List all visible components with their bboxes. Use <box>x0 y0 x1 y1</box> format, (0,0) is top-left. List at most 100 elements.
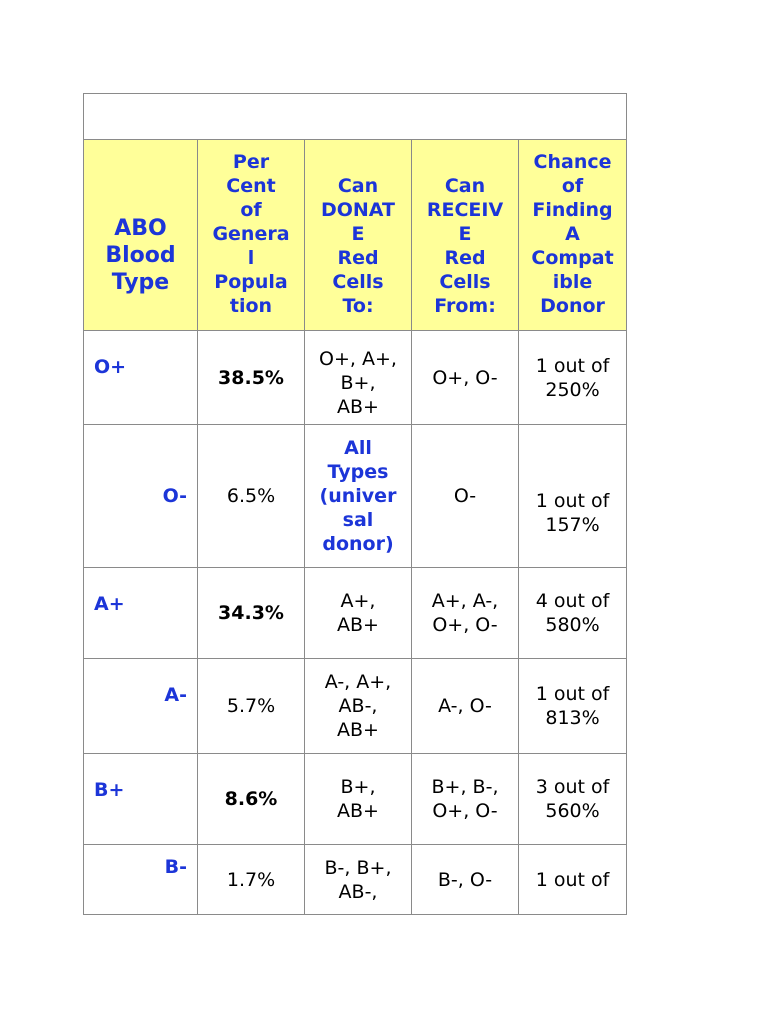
table-blank-cell <box>82 93 628 140</box>
header-line: ible <box>552 271 593 293</box>
table-row: B- 1.7% B-, B+, AB-, B-, O- 1 out of <box>83 844 628 915</box>
receive-cell: A+, A-, O+, O- <box>411 567 519 659</box>
header-line: ABO <box>114 215 167 241</box>
cell-line: AB-, <box>338 695 378 717</box>
donate-cell: All Types (univer sal donor) <box>304 424 412 568</box>
cell-line: A-, A+, <box>324 671 392 693</box>
header-line: Cent <box>226 175 276 197</box>
cell-line: B+, B-, <box>431 776 499 798</box>
cell-line: O- <box>453 485 477 507</box>
chance-cell: 1 out of 250% <box>517 330 628 425</box>
table-row: A- 5.7% A-, A+, AB-, AB+ A-, O- 1 out of… <box>83 658 628 754</box>
cell-line: Types <box>327 461 389 483</box>
table-header-row: ABO Blood Type Per Cent of Genera l Popu… <box>83 139 628 331</box>
table-row: A+ 34.3% A+, AB+ A+, A-, O+, O- 4 out of… <box>83 567 628 659</box>
cell-line: B+, <box>340 371 376 394</box>
donate-cell: A+, AB+ <box>304 567 412 659</box>
header-line: l <box>247 247 255 269</box>
cell-line: 250% <box>545 378 600 401</box>
cell-line: O+, O- <box>432 614 498 636</box>
cell-line: B+, <box>340 776 376 798</box>
cell-line: A+, <box>340 590 376 612</box>
header-line: Type <box>111 269 170 295</box>
header-donate: Can DONAT E Red Cells To: <box>304 139 412 331</box>
cell-line: O+, A+, <box>319 347 397 370</box>
chance-cell: 1 out of 157% <box>517 424 628 568</box>
blood-type-cell: B+ <box>83 753 198 845</box>
donate-cell: B+, AB+ <box>304 753 412 845</box>
table-row: O- 6.5% All Types (univer sal donor) O- … <box>83 424 628 568</box>
header-line: Cells <box>439 271 491 293</box>
cell-line: 813% <box>545 707 600 729</box>
cell-line: 1 out of <box>535 490 610 512</box>
header-line: Donor <box>540 295 605 317</box>
header-receive: Can RECEIV E Red Cells From: <box>411 139 519 331</box>
cell-line: 580% <box>545 614 600 636</box>
header-line: DONAT <box>320 199 395 221</box>
chance-cell: 1 out of 813% <box>517 658 628 754</box>
cell-line: A-, O- <box>438 695 492 717</box>
header-line: of <box>240 199 262 221</box>
cell-line: 3 out of <box>535 776 610 798</box>
receive-cell: O+, O- <box>411 330 519 425</box>
cell-line: 560% <box>545 800 600 822</box>
cell-line: AB+ <box>337 395 379 418</box>
blood-type-cell: B- <box>83 844 198 915</box>
cell-line: 1 out of <box>535 868 610 891</box>
blood-type-table: ABO Blood Type Per Cent of Genera l Popu… <box>82 93 628 915</box>
header-line: Red <box>337 247 379 269</box>
chance-cell: 3 out of 560% <box>517 753 628 845</box>
header-line: RECEIV <box>426 199 504 221</box>
header-line: To: <box>342 295 374 317</box>
chance-cell: 1 out of <box>517 844 628 915</box>
cell-line: AB+ <box>337 719 379 741</box>
cell-line: AB+ <box>337 800 379 822</box>
percent-cell: 5.7% <box>197 658 305 754</box>
header-line: A <box>565 223 580 245</box>
cell-line: AB+ <box>337 614 379 636</box>
header-line: Per <box>232 151 270 173</box>
blood-type-cell: A+ <box>83 567 198 659</box>
cell-line: O+, O- <box>432 366 498 389</box>
receive-cell: O- <box>411 424 519 568</box>
cell-line: donor) <box>322 533 394 555</box>
header-chance: Chance of Finding A Compat ible Donor <box>517 139 628 331</box>
donate-cell: A-, A+, AB-, AB+ <box>304 658 412 754</box>
header-line: Cells <box>332 271 384 293</box>
percent-cell: 6.5% <box>197 424 305 568</box>
cell-line: 1 out of <box>535 683 610 705</box>
header-line: E <box>458 223 472 245</box>
receive-cell: A-, O- <box>411 658 519 754</box>
header-line: of <box>561 175 584 197</box>
cell-line: AB-, <box>338 880 378 903</box>
header-line: Genera <box>212 223 290 245</box>
cell-line: O+, O- <box>432 800 498 822</box>
header-line: Popula <box>214 271 288 293</box>
header-line: Red <box>444 247 486 269</box>
table-row: O+ 38.5% O+, A+, B+, AB+ O+, O- 1 out of… <box>83 330 628 425</box>
blood-type-cell: A- <box>83 658 198 754</box>
cell-line: B-, O- <box>437 868 493 891</box>
header-line: Blood <box>105 242 176 268</box>
cell-line: B-, B+, <box>324 856 392 879</box>
table-blank-row <box>82 93 628 140</box>
header-line: Finding <box>532 199 613 221</box>
cell-line: 157% <box>545 514 600 536</box>
donate-cell: B-, B+, AB-, <box>304 844 412 915</box>
header-line: Can <box>337 175 379 197</box>
header-line: tion <box>229 295 273 317</box>
table-row: B+ 8.6% B+, AB+ B+, B-, O+, O- 3 out of … <box>83 753 628 845</box>
donate-cell: O+, A+, B+, AB+ <box>304 330 412 425</box>
percent-cell: 34.3% <box>197 567 305 659</box>
blood-type-cell: O+ <box>83 330 198 425</box>
receive-cell: B+, B-, O+, O- <box>411 753 519 845</box>
chance-cell: 4 out of 580% <box>517 567 628 659</box>
cell-line: 1 out of <box>535 354 610 377</box>
header-line: Can <box>444 175 486 197</box>
header-percent: Per Cent of Genera l Popula tion <box>197 139 305 331</box>
cell-line: 4 out of <box>535 590 610 612</box>
header-line: Chance <box>533 151 612 173</box>
header-line: From: <box>434 295 496 317</box>
header-line: Compat <box>531 247 614 269</box>
cell-line: All <box>344 437 372 459</box>
